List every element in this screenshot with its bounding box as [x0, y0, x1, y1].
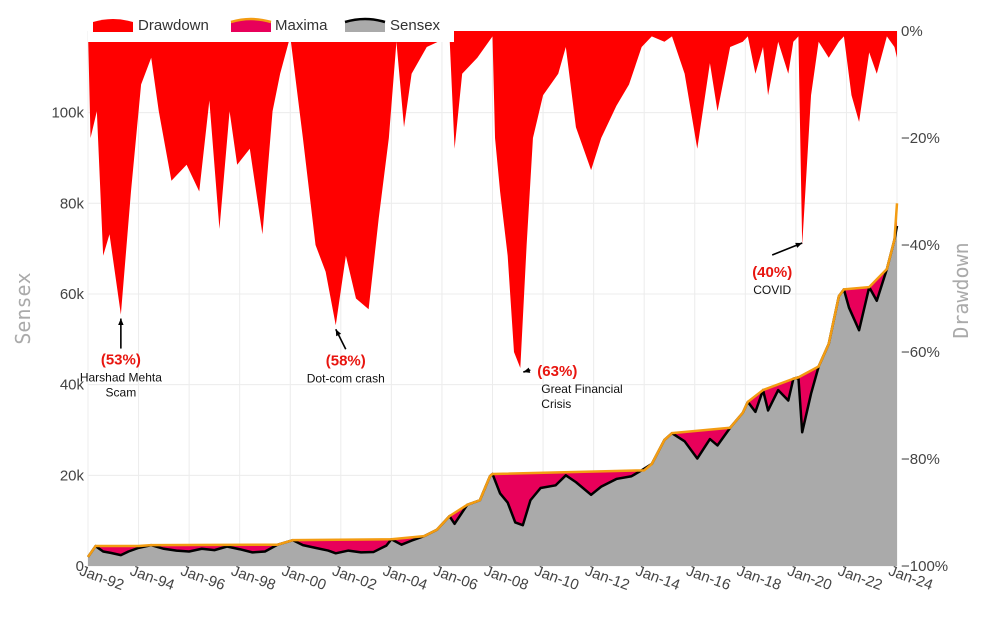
annotation: (58%) Dot-com crash [307, 328, 385, 385]
x-tick-label: Jan-92 [77, 562, 126, 594]
y-right-tick-label: −100% [901, 558, 948, 575]
legend-swatch-line [344, 17, 386, 24]
annotation-percent: (63%) [537, 363, 577, 380]
y-left-tick-label: 40k [60, 377, 85, 394]
legend-swatch [345, 19, 385, 32]
legend-swatch [93, 19, 133, 32]
legend-item-maxima[interactable]: Maxima [230, 17, 328, 34]
annotation-label: Dot-com crash [307, 371, 385, 385]
y-right-tick-label: −40% [901, 237, 940, 254]
annotation-label: Great Financial [541, 382, 622, 396]
y-left-tick-label: 0 [76, 558, 84, 575]
y-left-tick-label: 60k [60, 286, 85, 303]
x-tick-label: Jan-16 [684, 562, 733, 594]
annotation-arrowhead [523, 367, 531, 373]
annotation-label: Scam [106, 386, 137, 400]
annotation-percent: (58%) [326, 352, 366, 369]
x-tick-label: Jan-98 [229, 562, 278, 594]
legend-item-sensex[interactable]: Sensex [344, 17, 441, 34]
x-tick-label: Jan-14 [633, 562, 682, 594]
x-tick-label: Jan-00 [279, 562, 328, 594]
x-tick-label: Jan-94 [128, 562, 177, 594]
y-right-tick-label: 0% [901, 23, 923, 40]
annotation-label: Crisis [541, 397, 571, 411]
y-right-tick-label: −60% [901, 344, 940, 361]
y-right-axis-title: Drawdown [949, 242, 973, 338]
annotation-arrowhead [118, 318, 124, 325]
annotation-percent: (53%) [101, 352, 141, 369]
sensex-area [88, 225, 897, 566]
legend-item-drawdown[interactable]: Drawdown [93, 17, 209, 34]
x-tick-label: Jan-04 [381, 562, 430, 594]
y-left-tick-label: 100k [51, 105, 84, 122]
maxima-line [86, 203, 899, 558]
y-left-axis-title: Sensex [11, 272, 35, 344]
x-tick-label: Jan-22 [836, 562, 885, 594]
annotation: (40%) COVID [752, 242, 803, 297]
x-tick-label: Jan-06 [431, 562, 480, 594]
legend: Drawdown Maxima Sensex [88, 8, 454, 42]
plot-areas [86, 31, 899, 566]
y-left-tick-label: 20k [60, 467, 85, 484]
legend-label: Maxima [275, 17, 328, 34]
x-tick-label: Jan-12 [583, 562, 632, 594]
y-right-tick-label: −20% [901, 130, 940, 147]
y-left-tick-label: 80k [60, 195, 85, 212]
legend-swatch-line [230, 17, 272, 24]
y-right-tick-label: −80% [901, 451, 940, 468]
x-tick-label: Jan-96 [178, 562, 227, 594]
annotation-arrowhead [795, 242, 803, 248]
x-tick-label: Jan-08 [482, 562, 531, 594]
annotation-arrowhead [335, 329, 342, 337]
x-tick-label: Jan-20 [785, 562, 834, 594]
legend-label: Sensex [390, 17, 441, 34]
drawdown-area [88, 31, 897, 369]
annotation-label: COVID [753, 283, 791, 297]
x-tick-label: Jan-10 [532, 562, 581, 594]
legend-label: Drawdown [138, 17, 209, 34]
annotation-label: Harshad Mehta [80, 371, 162, 385]
annotation-percent: (40%) [752, 264, 792, 281]
legend-swatch [231, 19, 271, 32]
x-tick-label: Jan-02 [330, 562, 379, 594]
x-tick-label: Jan-18 [735, 562, 784, 594]
